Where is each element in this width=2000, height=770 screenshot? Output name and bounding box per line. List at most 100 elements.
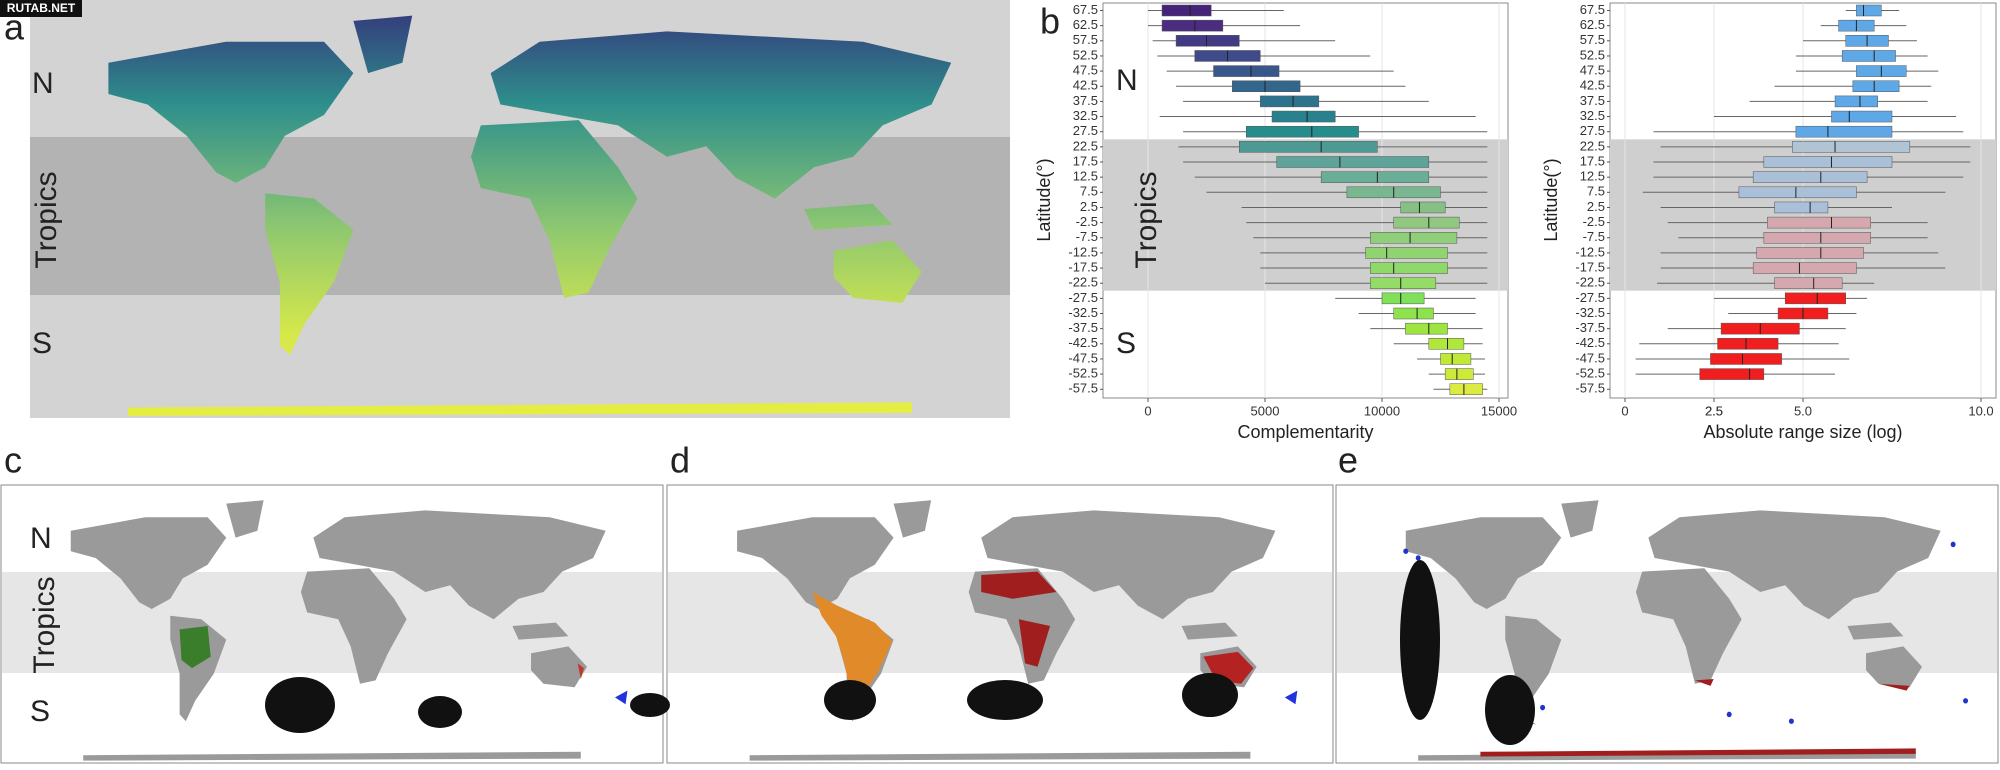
occurrence-dot — [1950, 541, 1956, 548]
y-tick-label: 42.5 — [1580, 78, 1605, 93]
box — [1767, 216, 1871, 229]
y-tick-label: -37.5 — [1575, 320, 1605, 335]
occurrence-dot — [1726, 711, 1732, 718]
box — [1320, 171, 1430, 183]
region-label: N — [30, 522, 52, 555]
y-tick-label: -37.5 — [1068, 320, 1098, 335]
watermark: RUTAB.NET — [7, 1, 76, 15]
box — [1370, 277, 1437, 289]
range-patch — [615, 690, 628, 705]
range-patch — [812, 592, 893, 698]
bird-silhouette — [1400, 560, 1440, 720]
x-tick-label: 2.5 — [1705, 403, 1723, 418]
y-tick-label: -17.5 — [1575, 259, 1605, 274]
y-tick-label: 12.5 — [1073, 169, 1098, 184]
y-tick-label: -57.5 — [1068, 381, 1098, 396]
region-label: Tropics — [30, 171, 63, 268]
box — [1231, 80, 1301, 92]
watermark-box — [0, 0, 82, 17]
y-tick-label: 52.5 — [1580, 47, 1605, 62]
box — [1449, 383, 1483, 395]
x-tick-label: 10.0 — [1968, 403, 1993, 418]
y-tick-label: -42.5 — [1575, 335, 1605, 350]
range-patch — [1284, 690, 1298, 705]
x-axis-title: Complementarity — [1237, 422, 1373, 442]
occurrence-dot — [1415, 555, 1421, 561]
box — [1763, 232, 1871, 244]
y-tick-label: 62.5 — [1073, 17, 1098, 32]
range-patch — [1480, 679, 1916, 757]
map — [70, 500, 628, 761]
x-tick-label: 0 — [1144, 403, 1151, 418]
occurrence-dot — [1403, 548, 1409, 554]
y-tick-label: -12.5 — [1068, 244, 1098, 259]
panel-label: b — [1040, 1, 1060, 42]
box — [1213, 65, 1280, 77]
y-tick-label: 7.5 — [1080, 184, 1098, 199]
panel-label: c — [4, 440, 22, 481]
region-label: S — [30, 695, 50, 728]
y-tick-label: 2.5 — [1587, 199, 1605, 214]
y-tick-label: -17.5 — [1068, 259, 1098, 274]
y-tick-label: 32.5 — [1073, 108, 1098, 123]
box — [1756, 247, 1864, 259]
y-tick-label: -47.5 — [1575, 350, 1605, 365]
y-tick-label: -47.5 — [1068, 350, 1098, 365]
box — [1444, 368, 1474, 380]
box — [1831, 110, 1893, 123]
range-maps — [0, 484, 1999, 764]
y-tick-label: 22.5 — [1580, 138, 1605, 153]
bird-silhouette — [824, 680, 876, 720]
y-tick-label: 27.5 — [1073, 123, 1098, 138]
y-tick-label: 7.5 — [1587, 184, 1605, 199]
box — [1370, 262, 1448, 274]
region-label: S — [32, 327, 52, 360]
x-axis-title: Absolute range size (log) — [1703, 422, 1902, 442]
box — [1841, 50, 1896, 62]
box — [1774, 277, 1843, 289]
occurrence-dot — [1540, 704, 1546, 711]
x-tick-label: 2.5 — [1705, 403, 1723, 418]
y-tick-label: 57.5 — [1580, 32, 1605, 47]
range-patch — [577, 663, 584, 680]
box — [1405, 322, 1448, 335]
region-label: Tropics — [1130, 171, 1163, 268]
y-tick-label: -7.5 — [1583, 229, 1605, 244]
occurrence-dot — [1788, 718, 1794, 724]
y-tick-label: -57.5 — [1575, 381, 1605, 396]
region-label: Tropics — [28, 576, 61, 673]
box — [1710, 353, 1782, 365]
y-tick-label: -32.5 — [1068, 305, 1098, 320]
x-tick-label: 5.0 — [1794, 403, 1812, 418]
boxplots: 0 5000 10000 1500067.562.557.552.547.542.53… — [1034, 2, 1997, 442]
box — [1175, 35, 1240, 47]
y-tick-label: -32.5 — [1575, 305, 1605, 320]
region-label: N — [1116, 64, 1138, 97]
box — [1699, 368, 1765, 380]
bird-silhouette — [1485, 675, 1535, 745]
y-tick-label: -7.5 — [1076, 229, 1098, 244]
occurrence-dot — [1963, 698, 1969, 704]
panel-label: a — [4, 7, 25, 48]
y-tick-label: 17.5 — [1580, 153, 1605, 168]
box — [1752, 262, 1857, 274]
box — [1440, 353, 1472, 365]
bird-silhouette — [265, 677, 335, 733]
y-tick-label: -42.5 — [1068, 335, 1098, 350]
box — [1370, 232, 1458, 244]
x-tick-label: 15000 — [1481, 403, 1517, 418]
box — [1161, 19, 1224, 32]
box — [1763, 156, 1893, 168]
y-tick-label: -52.5 — [1068, 366, 1098, 381]
y-tick-label: -22.5 — [1575, 275, 1605, 290]
y-tick-label: 37.5 — [1073, 93, 1098, 108]
map — [737, 500, 1298, 761]
box — [1271, 110, 1336, 123]
region-label: S — [1116, 327, 1136, 360]
x-tick-label: 10000 — [1364, 403, 1400, 418]
bird-silhouette — [630, 693, 670, 717]
box — [1834, 95, 1879, 108]
box — [1260, 95, 1320, 108]
